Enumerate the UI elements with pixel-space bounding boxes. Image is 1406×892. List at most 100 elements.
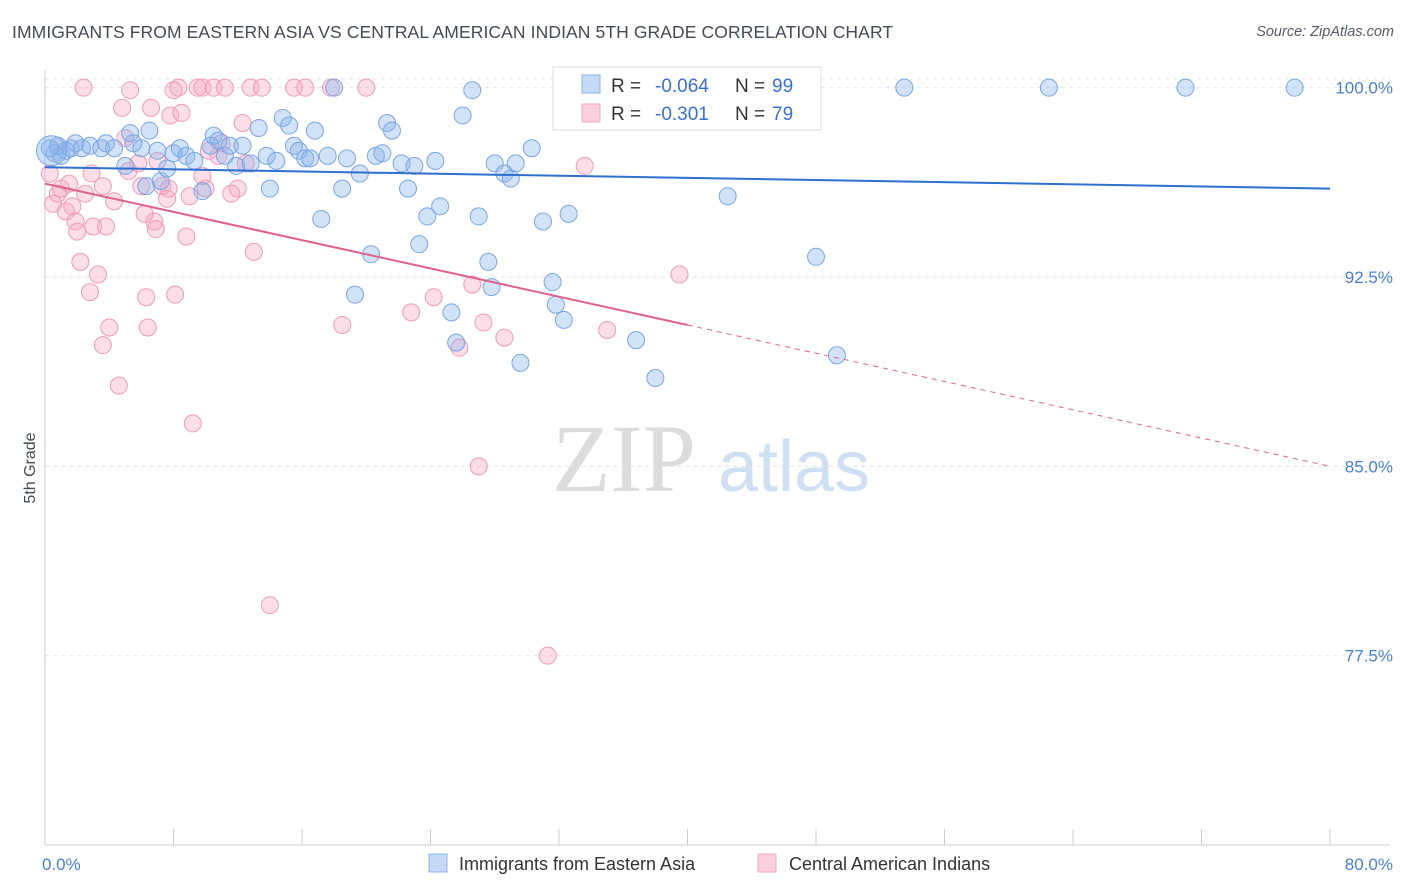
point-central-american-indians <box>166 285 185 304</box>
point-eastern-asia <box>204 126 223 145</box>
point-eastern-asia <box>220 136 239 155</box>
point-central-american-indians <box>80 283 99 302</box>
x-tick-label-max: 80.0% <box>1345 855 1393 874</box>
point-central-american-indians <box>222 184 241 203</box>
watermark-zip: ZIP <box>552 405 696 512</box>
point-central-american-indians <box>164 81 183 100</box>
point-central-american-indians <box>183 414 202 433</box>
point-central-american-indians <box>93 177 112 196</box>
point-central-american-indians <box>145 212 164 231</box>
y-tick-label: 100.0% <box>1335 79 1393 98</box>
point-eastern-asia <box>140 121 159 140</box>
series-legend: Immigrants from Eastern Asia Central Ame… <box>428 853 990 874</box>
point-central-american-indians <box>132 177 151 196</box>
point-eastern-asia <box>646 368 665 387</box>
trend-line-central-american-indians <box>44 182 688 326</box>
point-eastern-asia <box>301 149 320 168</box>
point-eastern-asia <box>346 285 365 304</box>
point-eastern-asia <box>209 131 228 150</box>
point-eastern-asia <box>325 78 344 97</box>
point-eastern-asia <box>105 139 124 158</box>
point-central-american-indians <box>63 197 82 216</box>
point-central-american-indians <box>172 103 191 122</box>
point-eastern-asia <box>257 146 276 165</box>
legend-n-value-1: 99 <box>772 76 793 97</box>
point-central-american-indians <box>119 161 138 180</box>
point-eastern-asia <box>485 154 504 173</box>
point-central-american-indians <box>463 275 482 294</box>
point-central-american-indians <box>495 328 514 347</box>
point-eastern-asia <box>280 116 299 135</box>
legend-swatch-pink <box>581 103 601 123</box>
point-eastern-asia <box>116 156 135 175</box>
point-eastern-asia <box>318 146 337 165</box>
point-eastern-asia <box>284 136 303 155</box>
point-eastern-asia <box>479 252 498 271</box>
point-central-american-indians <box>177 227 196 246</box>
point-eastern-asia <box>241 154 260 173</box>
point-eastern-asia <box>56 141 75 160</box>
point-eastern-asia <box>447 333 466 352</box>
point-central-american-indians <box>113 98 132 117</box>
legend-n-label-1: N = <box>735 76 765 97</box>
point-eastern-asia <box>522 139 541 158</box>
point-central-american-indians <box>450 338 469 357</box>
point-central-american-indians <box>575 156 594 175</box>
point-eastern-asia <box>80 136 99 155</box>
point-eastern-asia <box>827 346 846 365</box>
point-eastern-asia <box>92 139 111 158</box>
trend-lines <box>44 166 1331 467</box>
point-central-american-indians <box>538 646 557 665</box>
point-central-american-indians <box>598 321 617 340</box>
point-central-american-indians <box>252 78 271 97</box>
bottom-legend-label-blue: Immigrants from Eastern Asia <box>459 854 696 874</box>
point-eastern-asia <box>233 136 252 155</box>
point-eastern-asia <box>337 149 356 168</box>
point-central-american-indians <box>135 204 154 223</box>
point-central-american-indians <box>670 265 689 284</box>
point-eastern-asia <box>418 207 437 226</box>
point-central-american-indians <box>402 303 421 322</box>
point-central-american-indians <box>97 217 116 236</box>
point-eastern-asia <box>137 177 156 196</box>
y-tick-label: 85.0% <box>1345 457 1393 476</box>
bottom-legend-label-pink: Central American Indians <box>789 854 990 874</box>
point-eastern-asia <box>121 124 140 143</box>
point-eastern-asia <box>215 146 234 165</box>
point-eastern-asia <box>543 273 562 292</box>
point-eastern-asia <box>533 212 552 231</box>
point-eastern-asia <box>442 303 461 322</box>
point-central-american-indians <box>146 220 165 239</box>
y-axis-title: 5th Grade <box>22 432 39 503</box>
y-tick-label: 77.5% <box>1345 647 1393 666</box>
point-central-american-indians <box>100 318 119 337</box>
point-eastern-asia <box>185 151 204 170</box>
bottom-legend-swatch-blue <box>428 853 448 873</box>
point-eastern-asia <box>1285 78 1304 97</box>
point-eastern-asia <box>559 204 578 223</box>
point-central-american-indians <box>260 596 279 615</box>
chart-title: IMMIGRANTS FROM EASTERN ASIA VS CENTRAL … <box>12 22 894 42</box>
point-eastern-asia <box>410 235 429 254</box>
point-eastern-asia <box>273 108 292 127</box>
y-tick-label: 92.5% <box>1345 268 1393 287</box>
point-eastern-asia <box>382 121 401 140</box>
legend-n-value-2: 79 <box>772 104 793 125</box>
point-eastern-asia <box>148 141 167 160</box>
point-central-american-indians <box>333 315 352 334</box>
point-eastern-asia <box>132 139 151 158</box>
point-central-american-indians <box>244 242 263 261</box>
chart-source: Source: ZipAtlas.com <box>1256 24 1394 40</box>
point-eastern-asia <box>1039 78 1058 97</box>
point-central-american-indians <box>137 288 156 307</box>
x-tick-labels: 0.0% 80.0% <box>42 855 1393 874</box>
point-central-american-indians <box>357 78 376 97</box>
point-central-american-indians <box>84 217 103 236</box>
point-eastern-asia <box>511 353 530 372</box>
legend-swatch-blue <box>581 74 601 94</box>
y-tick-labels: 77.5% 85.0% 92.5% 100.0% <box>1335 79 1393 666</box>
point-central-american-indians <box>193 167 212 186</box>
point-eastern-asia <box>426 151 445 170</box>
point-central-american-indians <box>188 78 207 97</box>
